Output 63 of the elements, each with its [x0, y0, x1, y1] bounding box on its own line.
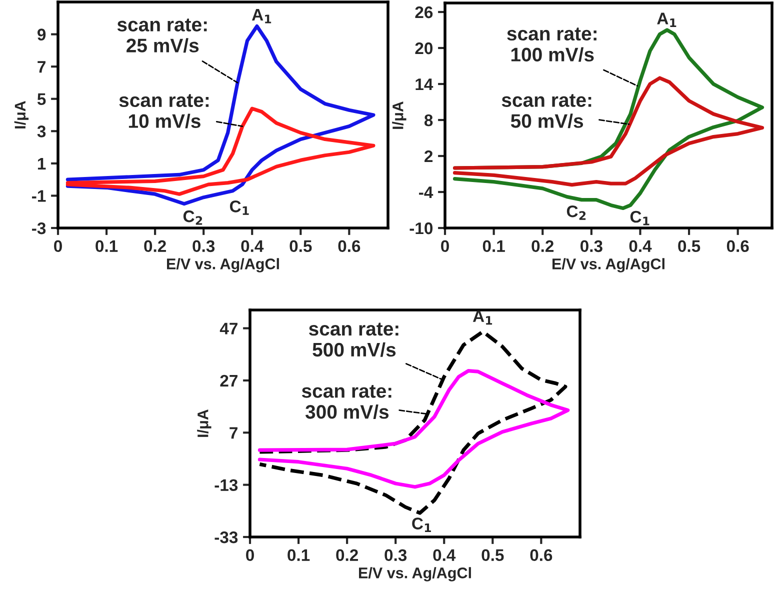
- annotation: A$_{1}$: [657, 12, 676, 28]
- x-tick-label: 0: [246, 549, 254, 562]
- x-tick-label: 0.4: [433, 549, 456, 562]
- x-tick-label: 0.3: [192, 240, 215, 252]
- x-tick-label: 0: [54, 240, 62, 252]
- x-tick-label: 0.2: [144, 240, 166, 252]
- annotation: C$_{2}$: [566, 205, 586, 220]
- x-tick-label: 0.4: [629, 240, 652, 252]
- x-tick-label: 0.3: [580, 240, 602, 252]
- line-series: [66, 106, 376, 196]
- y-tick-label: -13: [214, 479, 238, 492]
- x-tick-label: 0.1: [288, 549, 310, 562]
- y-tick-label: 5: [37, 93, 46, 106]
- x-axis-title: E/V vs. Ag/AgCl: [167, 258, 279, 272]
- y-tick-label: -10: [410, 222, 433, 234]
- annotation: C$_{1}$: [630, 210, 650, 226]
- y-tick-label: -33: [214, 531, 238, 544]
- y-tick-label: 7: [38, 61, 46, 73]
- y-tick-label: 20: [415, 42, 433, 54]
- annotation: A$_{1}$: [472, 310, 492, 325]
- x-tick-label: 0.6: [726, 240, 749, 252]
- y-tick-label: 26: [415, 6, 433, 18]
- y-axis-title: I/μA: [197, 409, 212, 437]
- y-tick-label: 2: [424, 150, 433, 162]
- y-axis-title: I/μA: [14, 100, 29, 128]
- annotation: C$_{2}$: [183, 210, 202, 225]
- y-axis-title: I/μA: [392, 101, 406, 129]
- annotation: A$_{1}$: [252, 9, 272, 24]
- y-tick-label: -1: [32, 190, 46, 202]
- y-tick-label: 7: [230, 427, 238, 439]
- x-tick-label: 0.6: [530, 549, 552, 562]
- annotation: scan rate: 100 mV/s: [507, 28, 596, 62]
- y-tick-label: 9: [38, 28, 46, 40]
- y-tick-label: 3: [37, 126, 46, 138]
- x-tick-label: 0.5: [678, 240, 700, 252]
- x-tick-label: 0.5: [290, 240, 312, 252]
- y-tick-label: 1: [38, 158, 46, 170]
- y-tick-label: -3: [32, 222, 46, 234]
- x-tick-label: 0.5: [482, 549, 504, 562]
- x-tick-label: 0.2: [336, 549, 358, 562]
- annotation: C$_{1}$: [412, 518, 431, 532]
- x-tick-label: 0.1: [96, 240, 118, 252]
- x-tick-label: 0.3: [384, 549, 407, 562]
- line-series: [452, 76, 764, 187]
- x-tick-label: 0.4: [241, 240, 264, 252]
- y-tick-label: 47: [220, 322, 238, 334]
- x-tick-label: 0: [441, 240, 449, 252]
- annotation: scan rate: 50 mV/s: [502, 94, 592, 128]
- annotation: C$_{1}$: [230, 200, 249, 215]
- y-tick-label: 8: [424, 114, 433, 126]
- annotation: scan rate: 500 mV/s: [308, 322, 398, 357]
- y-tick-label: 27: [220, 374, 238, 386]
- x-tick-label: 0.1: [482, 240, 505, 252]
- x-tick-label: 0.6: [338, 240, 360, 252]
- annotation: scan rate: 300 mV/s: [302, 384, 392, 419]
- annotation: scan rate: 10 mV/s: [119, 94, 209, 128]
- x-axis-title: E/V vs. Ag/AgCl: [359, 567, 471, 582]
- y-tick-label: -4: [419, 186, 434, 198]
- y-tick-label: 14: [416, 78, 434, 90]
- x-axis-title: E/V vs. Ag/AgCl: [552, 258, 664, 272]
- x-tick-label: 0.2: [532, 240, 554, 252]
- line-series: [258, 368, 570, 489]
- annotation: scan rate: 25 mV/s: [117, 18, 207, 53]
